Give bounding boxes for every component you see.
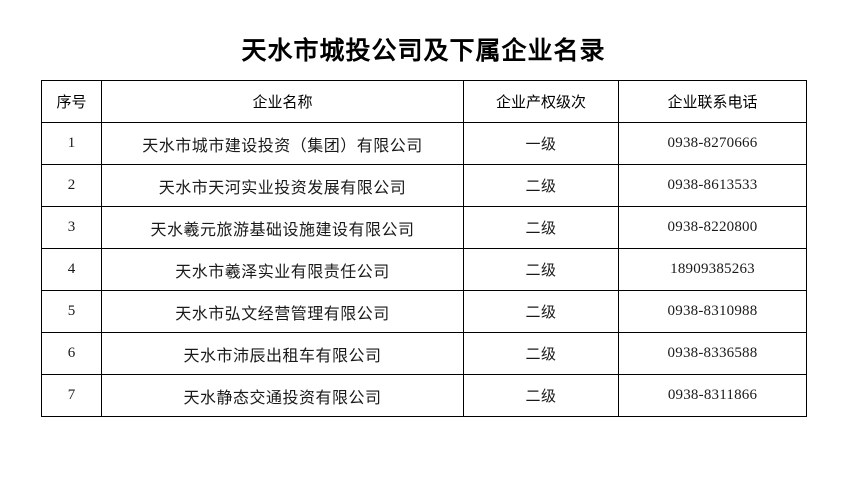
cell-index: 2 <box>41 164 102 207</box>
table-row: 7 天水静态交通投资有限公司 二级 0938-8311866 <box>41 374 807 417</box>
cell-phone: 0938-8311866 <box>618 374 807 417</box>
cell-phone: 0938-8220800 <box>618 206 807 249</box>
cell-ownership-level: 二级 <box>463 206 619 249</box>
cell-company-name: 天水静态交通投资有限公司 <box>101 374 464 417</box>
column-header-level: 企业产权级次 <box>463 80 619 123</box>
cell-company-name: 天水市沛辰出租车有限公司 <box>101 332 464 375</box>
cell-ownership-level: 二级 <box>463 248 619 291</box>
table-header-row: 序号 企业名称 企业产权级次 企业联系电话 <box>41 80 807 123</box>
cell-phone: 0938-8336588 <box>618 332 807 375</box>
cell-company-name: 天水羲元旅游基础设施建设有限公司 <box>101 206 464 249</box>
cell-company-name: 天水市弘文经营管理有限公司 <box>101 290 464 333</box>
table-row: 2 天水市天河实业投资发展有限公司 二级 0938-8613533 <box>41 164 807 207</box>
cell-index: 7 <box>41 374 102 417</box>
roster-table-container: 序号 企业名称 企业产权级次 企业联系电话 1 天水市城市建设投资（集团）有限公… <box>41 80 807 417</box>
column-header-index: 序号 <box>41 80 102 123</box>
cell-phone: 18909385263 <box>618 248 807 291</box>
cell-company-name: 天水市城市建设投资（集团）有限公司 <box>101 122 464 165</box>
cell-company-name: 天水市羲泽实业有限责任公司 <box>101 248 464 291</box>
cell-company-name: 天水市天河实业投资发展有限公司 <box>101 164 464 207</box>
column-header-phone: 企业联系电话 <box>618 80 807 123</box>
cell-index: 4 <box>41 248 102 291</box>
cell-index: 1 <box>41 122 102 165</box>
cell-ownership-level: 一级 <box>463 122 619 165</box>
table-row: 4 天水市羲泽实业有限责任公司 二级 18909385263 <box>41 248 807 291</box>
table-row: 5 天水市弘文经营管理有限公司 二级 0938-8310988 <box>41 290 807 333</box>
cell-index: 5 <box>41 290 102 333</box>
table-row: 3 天水羲元旅游基础设施建设有限公司 二级 0938-8220800 <box>41 206 807 249</box>
cell-index: 3 <box>41 206 102 249</box>
cell-phone: 0938-8270666 <box>618 122 807 165</box>
table-header: 序号 企业名称 企业产权级次 企业联系电话 <box>41 80 807 123</box>
cell-phone: 0938-8310988 <box>618 290 807 333</box>
cell-phone: 0938-8613533 <box>618 164 807 207</box>
company-roster-table: 序号 企业名称 企业产权级次 企业联系电话 1 天水市城市建设投资（集团）有限公… <box>41 80 807 417</box>
cell-ownership-level: 二级 <box>463 164 619 207</box>
column-header-name: 企业名称 <box>101 80 464 123</box>
cell-ownership-level: 二级 <box>463 290 619 333</box>
cell-index: 6 <box>41 332 102 375</box>
cell-ownership-level: 二级 <box>463 374 619 417</box>
cell-ownership-level: 二级 <box>463 332 619 375</box>
page-title: 天水市城投公司及下属企业名录 <box>241 38 606 65</box>
table-row: 6 天水市沛辰出租车有限公司 二级 0938-8336588 <box>41 332 807 375</box>
table-body: 1 天水市城市建设投资（集团）有限公司 一级 0938-8270666 2 天水… <box>41 122 807 417</box>
table-row: 1 天水市城市建设投资（集团）有限公司 一级 0938-8270666 <box>41 122 807 165</box>
